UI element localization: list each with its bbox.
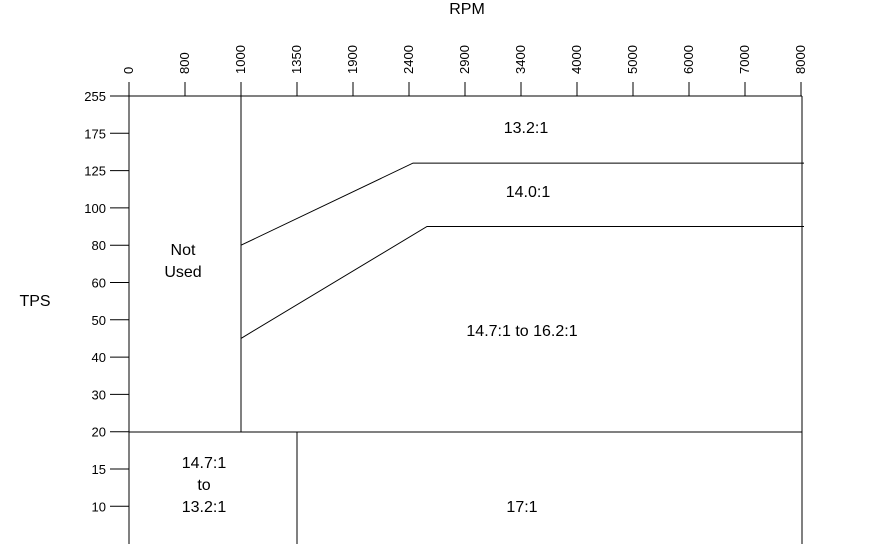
region-label-ratio-17: 17:1 xyxy=(506,499,537,516)
y-tick-label: 100 xyxy=(84,201,106,216)
x-tick-label: 2900 xyxy=(457,45,472,74)
y-tick-label: 175 xyxy=(84,126,106,141)
x-tick-label: 4000 xyxy=(569,45,584,74)
y-axis-title: TPS xyxy=(19,293,50,310)
boundary-upper xyxy=(240,162,804,246)
ratio-regions: Not Used 13.2:1 14.0:1 14.7:1 to 16.2:1 14.7:… xyxy=(164,120,577,516)
x-tick-label: 0 xyxy=(121,67,136,74)
x-tick-label: 1000 xyxy=(233,45,248,74)
y-axis: 255 175 125 100 80 60 50 40 30 20 15 10 xyxy=(84,89,129,514)
x-axis-title: RPM xyxy=(449,1,485,18)
y-tick-label: 40 xyxy=(92,350,106,365)
x-tick-label: 1350 xyxy=(289,45,304,74)
y-tick-label: 50 xyxy=(92,313,106,328)
boundary-lower xyxy=(240,226,804,339)
y-tick-label: 10 xyxy=(92,499,106,514)
ratio-boundaries xyxy=(240,162,804,339)
region-label-ratio-14-7-13-2: 14.7:1 xyxy=(182,455,227,472)
x-tick-label: 6000 xyxy=(681,45,696,74)
region-label-not-used: Not xyxy=(171,242,196,259)
x-tick-label: 8000 xyxy=(793,45,808,74)
region-label-not-used: Used xyxy=(164,264,201,281)
x-tick-label: 7000 xyxy=(737,45,752,74)
y-tick-label: 60 xyxy=(92,276,106,291)
y-tick-label: 30 xyxy=(92,387,106,402)
y-tick-label: 125 xyxy=(84,164,106,179)
x-axis: 0 800 1000 1350 1900 2400 2900 3400 4000 5000 6000… xyxy=(121,45,808,96)
region-label-ratio-14-0: 14.0:1 xyxy=(506,184,551,201)
region-label-ratio-14-7-13-2: to xyxy=(197,477,210,494)
region-label-ratio-14-7-16-2: 14.7:1 to 16.2:1 xyxy=(466,323,577,340)
x-tick-label: 5000 xyxy=(625,45,640,74)
y-tick-label: 20 xyxy=(92,425,106,440)
y-tick-label: 80 xyxy=(92,238,106,253)
region-label-ratio-13-2: 13.2:1 xyxy=(504,120,549,137)
x-tick-label: 2400 xyxy=(401,45,416,74)
y-tick-label: 255 xyxy=(84,89,106,104)
x-tick-label: 3400 xyxy=(513,45,528,74)
region-label-ratio-14-7-13-2: 13.2:1 xyxy=(182,499,227,516)
y-tick-label: 15 xyxy=(92,462,106,477)
x-tick-label: 1900 xyxy=(345,45,360,74)
x-tick-label: 800 xyxy=(177,52,192,74)
